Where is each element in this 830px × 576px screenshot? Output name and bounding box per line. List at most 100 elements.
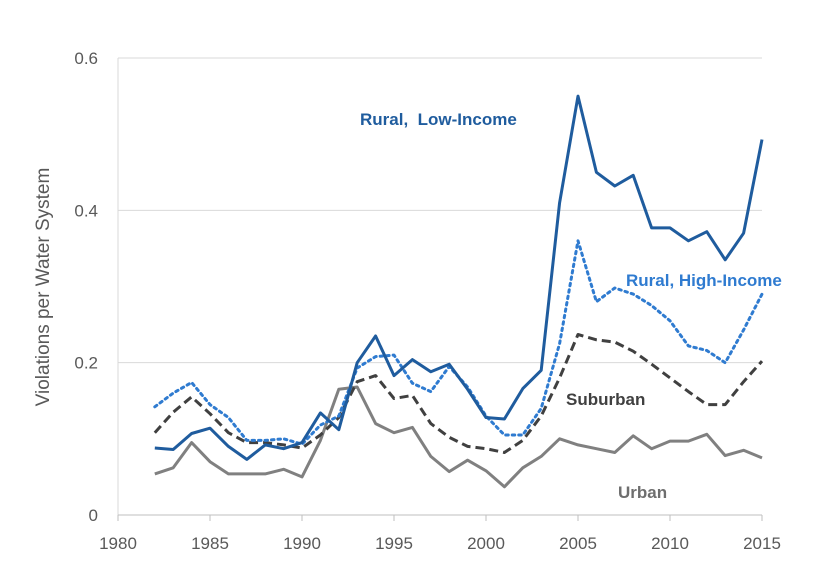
- y-axis-title: Violations per Water System: [33, 168, 54, 407]
- series-label: Suburban: [566, 390, 645, 409]
- data-point: [208, 412, 212, 416]
- data-point: [742, 380, 746, 384]
- data-point: [613, 451, 617, 455]
- data-point: [502, 485, 506, 489]
- data-point: [153, 472, 157, 476]
- data-point: [484, 469, 488, 473]
- data-point: [723, 403, 727, 407]
- data-point: [631, 349, 635, 353]
- data-point: [594, 300, 598, 304]
- data-point: [429, 390, 433, 394]
- data-point: [226, 444, 230, 448]
- data-point: [760, 138, 764, 142]
- series-line-suburban: [153, 333, 764, 454]
- x-tick-label: 1990: [283, 534, 321, 553]
- data-point: [282, 437, 286, 441]
- data-point: [318, 438, 322, 442]
- data-point: [742, 328, 746, 332]
- data-point: [539, 368, 543, 372]
- data-point: [429, 454, 433, 458]
- data-point: [392, 353, 396, 357]
- data-point: [650, 447, 654, 451]
- data-point: [355, 385, 359, 389]
- series-label: Urban: [618, 483, 667, 502]
- data-point: [613, 184, 617, 188]
- data-point: [558, 342, 562, 346]
- data-point: [723, 258, 727, 262]
- data-point: [668, 319, 672, 323]
- data-point: [484, 447, 488, 451]
- x-tick-label: 1995: [375, 534, 413, 553]
- series-label: Rural, High-Income: [626, 271, 782, 290]
- x-tick-label: 2005: [559, 534, 597, 553]
- data-point: [613, 286, 617, 290]
- data-point: [171, 410, 175, 414]
- data-point: [447, 435, 451, 439]
- data-point: [668, 226, 672, 230]
- series-label: Rural, Low-Income: [360, 110, 517, 129]
- data-point: [208, 426, 212, 430]
- data-point: [300, 475, 304, 479]
- data-point: [392, 397, 396, 401]
- gridlines: [118, 57, 762, 364]
- data-point: [466, 444, 470, 448]
- data-point: [760, 292, 764, 296]
- data-point: [337, 414, 341, 418]
- data-point: [705, 403, 709, 407]
- data-point: [742, 231, 746, 235]
- data-point: [521, 466, 525, 470]
- data-point: [686, 439, 690, 443]
- data-point: [723, 361, 727, 365]
- data-point: [576, 443, 580, 447]
- data-point: [650, 226, 654, 230]
- data-point: [631, 434, 635, 438]
- data-point: [410, 393, 414, 397]
- data-point: [318, 423, 322, 427]
- data-point: [190, 432, 194, 436]
- data-point: [686, 344, 690, 348]
- x-tick-label: 2010: [651, 534, 689, 553]
- data-point: [760, 359, 764, 363]
- data-point: [705, 349, 709, 353]
- series-line-urban: [154, 385, 763, 489]
- data-point: [705, 230, 709, 234]
- data-point: [355, 361, 359, 365]
- data-point: [668, 439, 672, 443]
- data-point: [502, 451, 506, 455]
- y-tick-label: 0.4: [74, 201, 98, 220]
- data-point: [153, 431, 157, 435]
- data-point: [171, 391, 175, 395]
- data-point: [410, 381, 414, 385]
- data-point: [576, 239, 580, 243]
- y-tick-label: 0.2: [74, 354, 98, 373]
- data-point: [576, 94, 580, 98]
- data-point: [484, 416, 488, 420]
- data-point: [208, 403, 212, 407]
- data-point: [245, 438, 249, 442]
- data-point: [576, 333, 580, 337]
- data-point: [226, 431, 230, 435]
- data-point: [723, 454, 727, 458]
- data-point: [263, 472, 267, 476]
- series-line-rural-low-income: [154, 94, 764, 461]
- data-point: [190, 381, 194, 385]
- data-point: [190, 395, 194, 399]
- data-point: [374, 334, 378, 338]
- data-point: [521, 387, 525, 391]
- data-point: [263, 438, 267, 442]
- data-point: [245, 457, 249, 461]
- data-point: [318, 411, 322, 415]
- data-point: [300, 446, 304, 450]
- data-point: [447, 470, 451, 474]
- data-point: [318, 433, 322, 437]
- data-point: [410, 425, 414, 429]
- y-tick-label: 0: [89, 506, 98, 525]
- data-point: [282, 467, 286, 471]
- data-point: [208, 460, 212, 464]
- data-point: [226, 472, 230, 476]
- data-point: [631, 292, 635, 296]
- data-point: [263, 443, 267, 447]
- data-point: [282, 443, 286, 447]
- data-point: [429, 370, 433, 374]
